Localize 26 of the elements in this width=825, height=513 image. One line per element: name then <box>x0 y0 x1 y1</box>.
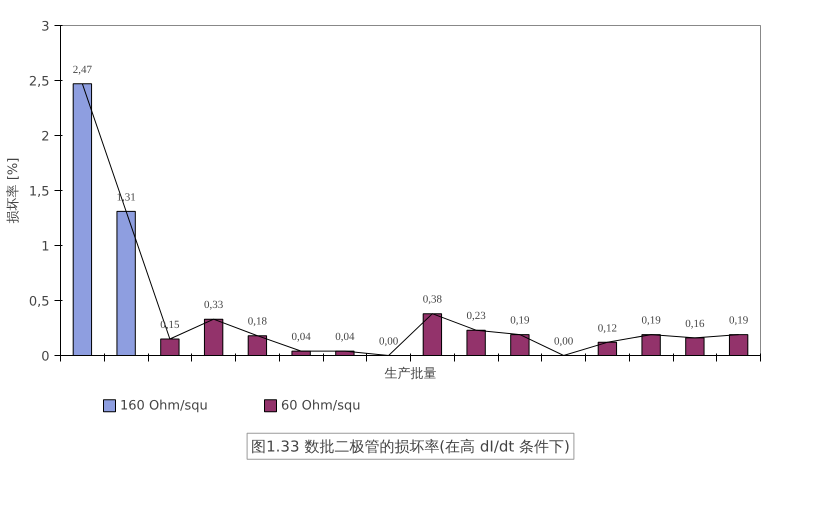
data-label: 0,00 <box>379 336 399 348</box>
y-tick-label: 2 <box>41 130 50 144</box>
data-label: 0,33 <box>204 299 224 312</box>
data-label: 0,00 <box>554 336 574 348</box>
legend-label: 60 Ohm/squ <box>281 398 360 414</box>
data-label: 0,19 <box>729 314 749 327</box>
data-label: 0,04 <box>292 331 312 344</box>
data-label: 0,23 <box>466 310 486 322</box>
y-tick-label: 1 <box>41 240 50 254</box>
data-label: 0,12 <box>598 322 617 334</box>
x-axis-title: 生产批量 <box>384 366 436 382</box>
data-label: 0,18 <box>248 316 268 328</box>
y-tick-label: 1,5 <box>28 184 50 200</box>
data-label: 2,47 <box>72 64 92 76</box>
legend-label: 160 Ohm/squ <box>120 398 208 414</box>
y-tick-label: 2,5 <box>28 74 50 90</box>
data-label: 0,38 <box>422 294 442 306</box>
y-tick-label: 3 <box>41 20 50 34</box>
data-label: 0,19 <box>510 314 530 327</box>
data-label: 0,16 <box>685 318 705 330</box>
caption: 图1.33 数批二极管的损坏率(在高 dI/dt 条件下) <box>251 437 570 456</box>
y-tick-label: 0 <box>41 350 50 364</box>
y-axis-title: 损坏率 [%] <box>4 158 21 224</box>
y-tick-label: 0,5 <box>28 294 50 310</box>
data-label: 0,19 <box>642 314 662 327</box>
data-label: 0,04 <box>335 331 355 344</box>
